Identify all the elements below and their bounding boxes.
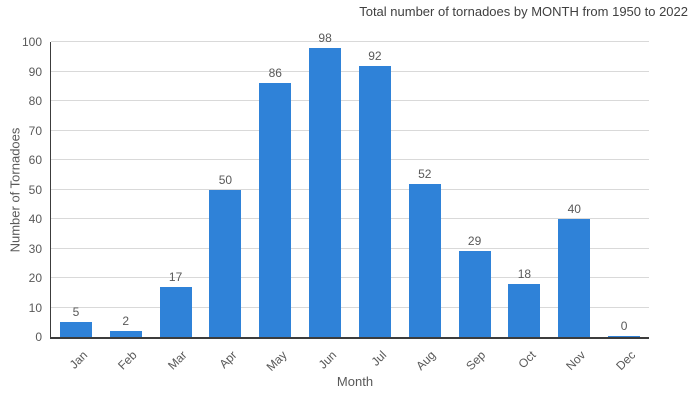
gridline-70 [51, 129, 649, 131]
x-axis-title: Month [336, 374, 374, 389]
chart-title: Total number of tornadoes by MONTH from … [359, 4, 688, 19]
gridline-80 [51, 100, 649, 101]
x-tick-label-may: May [263, 348, 290, 374]
bar-value-label-sep: 29 [467, 234, 482, 249]
bar-value-label-jul: 92 [368, 48, 382, 63]
x-tick-label-mar: Mar [164, 348, 190, 373]
bar-oct [508, 283, 541, 337]
bar-value-label-feb: 2 [122, 314, 130, 329]
bar-value-label-aug: 52 [418, 166, 432, 181]
x-tick-label-sep: Sep [463, 348, 489, 374]
x-tick-label-oct: Oct [515, 348, 539, 372]
gridline-20 [51, 277, 649, 278]
bar-mar [159, 286, 192, 337]
gridline-100 [51, 41, 649, 42]
x-tick-label-nov: Nov [563, 348, 589, 373]
gridline-60 [51, 159, 649, 160]
y-tick-label-100: 100 [21, 35, 42, 49]
x-tick-label-apr: Apr [216, 348, 240, 372]
bar-feb [109, 331, 142, 337]
y-tick-label-10: 10 [28, 300, 42, 315]
x-tick-label-jan: Jan [66, 348, 90, 372]
y-tick-label-50: 50 [28, 182, 42, 197]
y-tick-label-80: 80 [28, 94, 42, 108]
bar-aug [408, 183, 441, 337]
x-tick-label-jul: Jul [368, 348, 389, 369]
bar-dec [608, 335, 641, 337]
bar-sep [458, 251, 491, 337]
x-tick-label-jun: Jun [315, 348, 339, 372]
bar-value-label-oct: 18 [517, 266, 532, 281]
bar-jul [358, 65, 391, 337]
y-tick-label-30: 30 [28, 241, 42, 256]
bar-nov [558, 219, 591, 337]
x-tick-label-feb: Feb [115, 348, 140, 373]
y-tick-label-60: 60 [28, 153, 42, 167]
y-tick-label-20: 20 [28, 271, 42, 285]
gridline-50 [51, 188, 649, 190]
bar-may [259, 83, 292, 337]
bar-value-label-nov: 40 [567, 202, 581, 216]
y-axis: 0 10 20 30 40 50 60 70 80 90 100 [0, 35, 42, 344]
bar-value-label-jun: 98 [318, 30, 332, 45]
gridline-40 [51, 218, 649, 219]
x-tick-label-dec: Dec [612, 348, 638, 373]
bar-value-label-apr: 50 [218, 172, 233, 187]
bar-value-label-jan: 5 [72, 305, 80, 320]
y-tick-label-0: 0 [35, 330, 42, 344]
gridline-30 [51, 247, 649, 249]
gridline-90 [51, 70, 649, 72]
plot-area: 5 2 17 50 86 98 92 52 29 18 40 0 [50, 31, 649, 339]
bar-value-label-may: 86 [268, 66, 282, 81]
gridline-10 [51, 306, 649, 308]
bar-value-label-dec: 0 [620, 318, 628, 333]
y-tick-label-40: 40 [28, 212, 42, 226]
x-tick-label-aug: Aug [413, 348, 439, 374]
y-tick-label-70: 70 [28, 123, 42, 138]
bar-jun [309, 47, 342, 337]
bar-value-label-mar: 17 [168, 269, 183, 284]
bar-jan [59, 322, 92, 337]
bar-apr [209, 189, 242, 337]
y-tick-label-90: 90 [28, 64, 42, 79]
